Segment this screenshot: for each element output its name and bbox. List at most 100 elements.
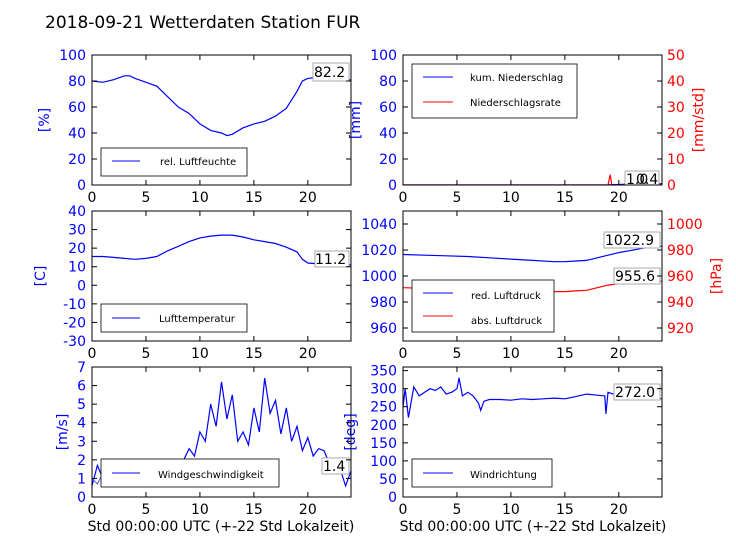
y-tick-label-right: 920 <box>667 321 694 337</box>
panel-temperature: [C] 11.2 Lufttemperatur <box>33 234 351 333</box>
y-tick-label: 4 <box>77 416 86 432</box>
x-axis-label: Std 00:00:00 UTC (+-22 Std Lokalzeit) <box>88 519 355 535</box>
x-tick-label: 0 <box>399 502 408 518</box>
y-tick-label: 100 <box>59 48 86 64</box>
x-tick-label: 20 <box>610 190 628 206</box>
x-tick-label: 10 <box>191 502 209 518</box>
y-tick-label: 980 <box>370 295 397 311</box>
y-axis-label: [C] <box>33 266 49 287</box>
y-tick-label: 80 <box>379 74 397 90</box>
page-title: 2018-09-21 Wetterdaten Station FUR <box>45 13 366 33</box>
x-tick-label: 0 <box>399 190 408 206</box>
value-label-box <box>613 383 661 401</box>
legend-entry: kum. Niederschlag <box>470 73 563 84</box>
legend-entry: Windgeschwindigkeit <box>158 470 264 481</box>
x-tick-label: 15 <box>556 502 574 518</box>
y-axis-label-right: [hPa] <box>709 258 725 294</box>
y-tick-label: 200 <box>370 418 397 434</box>
y-tick-label: 100 <box>370 454 397 470</box>
y-tick-label: 3 <box>77 434 86 450</box>
y-tick-label: 300 <box>370 382 397 398</box>
y-tick-label: 350 <box>370 364 397 380</box>
y-axis-label: [%] <box>37 108 53 132</box>
y-tick-label-right: 50 <box>667 48 685 64</box>
y-tick-label-right: 30 <box>667 100 685 116</box>
x-tick-label: 20 <box>299 190 317 206</box>
x-tick-label: 5 <box>141 346 150 362</box>
value-label: 1.0 <box>626 172 648 188</box>
value-label-box <box>314 250 350 268</box>
y-tick-label: 2 <box>77 453 86 469</box>
x-tick-label: 20 <box>610 346 628 362</box>
x-tick-label: 15 <box>556 346 574 362</box>
plot-frame <box>91 210 352 342</box>
x-tick-label: 0 <box>88 346 97 362</box>
x-tick-label: 0 <box>88 502 97 518</box>
value-label-box <box>321 457 350 475</box>
x-tick-label: 15 <box>245 346 263 362</box>
y-tick-label: 20 <box>379 152 397 168</box>
y-axis-label: [mm] <box>348 101 364 139</box>
y-tick-label-right: 40 <box>667 74 685 90</box>
x-axis-label: Std 00:00:00 UTC (+-22 Std Lokalzeit) <box>400 519 667 535</box>
y-tick-label: 6 <box>77 379 86 395</box>
y-tick-label: 1040 <box>361 217 397 233</box>
plot-frame <box>91 366 352 498</box>
y-tick-label: 1 <box>77 471 86 487</box>
value-label-box <box>312 62 350 82</box>
y-axis-label-right: [mm/std] <box>691 88 707 153</box>
y-tick-label: 80 <box>68 74 86 90</box>
y-tick-label-right: 980 <box>667 243 694 259</box>
x-tick-label: 5 <box>141 502 150 518</box>
x-tick-label: 5 <box>452 190 461 206</box>
legend-entry: rel. Luftfeuchte <box>160 157 236 168</box>
series-line <box>403 377 662 418</box>
y-tick-label: -20 <box>63 315 86 331</box>
y-tick-label: -30 <box>63 334 86 350</box>
y-tick-label-right: 960 <box>667 269 694 285</box>
value-label: 82.2 <box>314 65 345 81</box>
legend-entry: abs. Luftdruck <box>471 316 542 327</box>
y-tick-label: 60 <box>68 100 86 116</box>
value-label: 1022.9 <box>605 233 654 249</box>
panel-wind-direction: [deg] 272.0 Windrichtung Std 00:00:00 UT… <box>343 377 667 535</box>
y-tick-label: 20 <box>68 241 86 257</box>
y-tick-label: 20 <box>68 152 86 168</box>
y-tick-label: 50 <box>379 472 397 488</box>
series-line <box>92 234 351 266</box>
y-tick-label: 0 <box>77 490 86 506</box>
y-tick-label-right: 940 <box>667 295 694 311</box>
series-line <box>92 75 351 137</box>
y-tick-label: 0 <box>388 490 397 506</box>
y-tick-label: 0 <box>388 178 397 194</box>
x-tick-label: 10 <box>502 502 520 518</box>
legend-entry: Niederschlagsrate <box>470 98 561 109</box>
legend <box>411 63 578 119</box>
panel-pressure: [hPa] 1022.9 955.6 red. Luftdruck abs. L… <box>403 231 725 333</box>
value-label-box <box>603 231 661 249</box>
y-tick-label-right: 0 <box>667 178 676 194</box>
value-label: 1.4 <box>323 459 345 475</box>
x-tick-label: 10 <box>502 190 520 206</box>
x-tick-label: 10 <box>191 346 209 362</box>
y-tick-label: 960 <box>370 321 397 337</box>
x-tick-label: 5 <box>141 190 150 206</box>
panel-wind-speed: [m/s] 1.4 Windgeschwindigkeit Std 00:00:… <box>55 378 354 535</box>
x-tick-label: 15 <box>556 190 574 206</box>
y-tick-label: 1000 <box>361 269 397 285</box>
legend <box>411 279 555 333</box>
panel-humidity: [%] 82.2 rel. Luftfeuchte <box>37 62 351 177</box>
y-tick-label: 1020 <box>361 243 397 259</box>
plot-frame <box>402 54 663 186</box>
x-tick-label: 5 <box>452 502 461 518</box>
y-tick-label: 30 <box>68 223 86 239</box>
x-tick-label: 10 <box>502 346 520 362</box>
y-tick-label-right: 20 <box>667 126 685 142</box>
series-line <box>403 245 662 263</box>
series-line <box>403 174 662 185</box>
plot-area <box>403 174 662 185</box>
y-tick-label: 100 <box>370 48 397 64</box>
y-tick-label: -10 <box>63 297 86 313</box>
legend-entry: Lufttemperatur <box>159 314 236 325</box>
plot-area <box>92 75 351 137</box>
